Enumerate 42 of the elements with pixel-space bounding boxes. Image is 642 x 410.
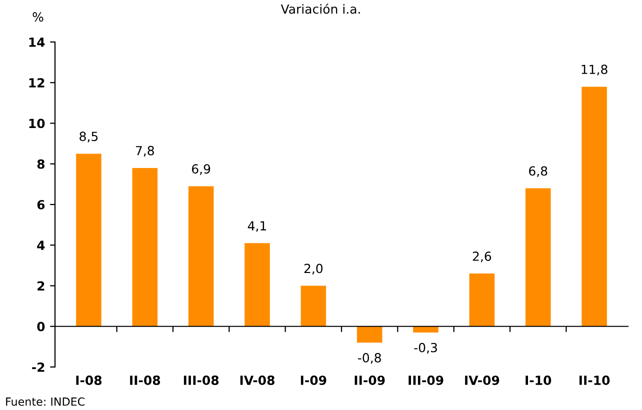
bar <box>300 286 326 326</box>
x-tick-label: III-08 <box>184 376 219 386</box>
data-label: -0,3 <box>414 342 437 354</box>
bar <box>244 243 270 326</box>
data-label: 6,8 <box>529 166 548 177</box>
y-tick-label: 14 <box>29 38 45 47</box>
bar <box>469 274 495 326</box>
x-tick-label: II-08 <box>130 376 160 386</box>
x-tick-label: I-09 <box>300 376 326 386</box>
chart-title: Variación i.a. <box>280 4 360 14</box>
y-tick-label: 8 <box>37 159 44 169</box>
y-axis-title: % <box>32 12 44 22</box>
data-label: 2,6 <box>472 252 492 262</box>
x-tick-label: III-09 <box>408 376 444 386</box>
data-label: 8,5 <box>80 132 98 142</box>
data-label: 11,8 <box>582 64 608 76</box>
y-tick-label: -2 <box>32 362 44 372</box>
bar <box>582 86 607 326</box>
y-tick-label: 10 <box>29 118 45 128</box>
x-tick-label: II-09 <box>354 376 385 386</box>
data-label: 6,9 <box>192 164 210 175</box>
x-tick-label: I-10 <box>526 376 552 386</box>
y-tick-label: 4 <box>37 240 45 250</box>
source-note: Fuente: INDEC <box>6 397 84 406</box>
data-label: -0,8 <box>358 353 381 364</box>
bar <box>413 326 438 332</box>
x-tick-label: IV-09 <box>465 376 500 386</box>
data-label: 2,0 <box>304 264 323 274</box>
x-tick-label: I-08 <box>76 376 102 386</box>
bar <box>132 168 158 326</box>
y-tick-label: 0 <box>37 322 45 332</box>
y-tick-label: 12 <box>29 78 44 88</box>
bar <box>356 326 382 343</box>
x-tick-label: II-10 <box>580 376 610 386</box>
bar <box>525 188 551 326</box>
data-label: 7,8 <box>136 146 154 157</box>
bar <box>76 154 102 326</box>
y-tick-label: 2 <box>38 281 44 290</box>
y-tick-label: 6 <box>37 200 45 210</box>
x-tick-label: IV-08 <box>240 376 274 386</box>
data-label: 4,1 <box>248 221 266 232</box>
bar <box>188 186 214 326</box>
